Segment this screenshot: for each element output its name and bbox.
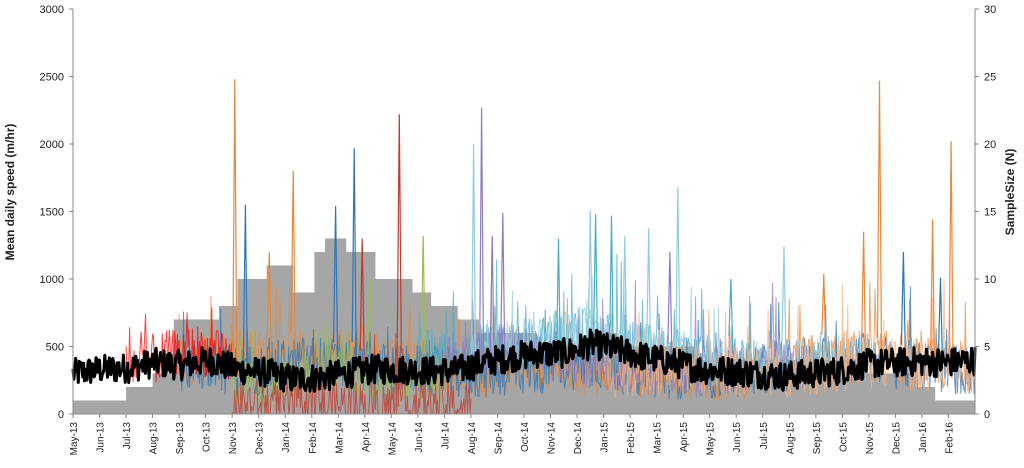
x-tick-label: Jan-16 <box>918 422 929 453</box>
y2-tick-label: 15 <box>984 207 996 219</box>
speed-spike <box>781 246 787 356</box>
x-tick-label: Jun-14 <box>414 422 425 453</box>
speed-spike <box>728 278 734 352</box>
speed-spike <box>937 277 944 365</box>
y2-tick-label: 10 <box>984 274 996 286</box>
x-tick-label: Mar-15 <box>653 422 664 454</box>
x-tick-label: Oct-15 <box>838 422 849 452</box>
y2-tick-label: 0 <box>984 409 990 421</box>
y2-axis-title: SampleSize (N) <box>1003 149 1017 236</box>
y-tick-label: 3000 <box>40 4 64 16</box>
y-tick-label: 2500 <box>40 72 64 84</box>
y2-tick-labels: 0 5 10 15 20 25 30 <box>975 4 996 421</box>
speed-spike <box>930 219 936 369</box>
x-tick-label: Feb-15 <box>626 422 637 454</box>
y2-tick-label: 5 <box>984 342 990 354</box>
y2-tick-label: 20 <box>984 139 996 151</box>
x-tick-label: Apr-14 <box>361 422 372 452</box>
x-tick-label: Apr-15 <box>679 422 690 452</box>
x-tick-label: Nov-13 <box>228 422 239 455</box>
speed-spike <box>900 251 906 359</box>
speed-spike <box>587 210 593 358</box>
y-tick-label: 1000 <box>40 274 64 286</box>
mean-speed-line <box>71 328 977 393</box>
speed-spike <box>646 227 652 363</box>
speed-spike <box>359 238 365 364</box>
speed-spike <box>290 170 296 350</box>
speed-spike <box>876 80 883 354</box>
x-tick-label: Jun-13 <box>96 422 107 453</box>
x-tick-label: Sep-13 <box>175 422 186 455</box>
speed-spike <box>232 79 238 366</box>
y2-tick-label: 30 <box>984 4 996 16</box>
x-tick-label: Jan-15 <box>600 422 611 453</box>
speed-spike <box>675 187 681 355</box>
x-tick-label: Nov-14 <box>547 422 558 455</box>
speed-spike <box>420 235 426 364</box>
y-tick-label: 500 <box>46 342 64 354</box>
x-tick-labels: May-13 Jun-13 Jul-13 Aug-13 Sep-13 Oct-13 Nov-… <box>69 414 955 455</box>
y-tick-label: 0 <box>58 409 64 421</box>
x-tick-label: Oct-13 <box>202 422 213 452</box>
y-axis-title: Mean daily speed (m/hr) <box>3 124 17 261</box>
x-tick-label: Mar-14 <box>334 422 345 454</box>
x-tick-label: Jul-14 <box>440 422 451 450</box>
speed-spike <box>471 143 477 369</box>
speed-spike <box>367 278 373 367</box>
x-tick-label: Aug-14 <box>467 422 478 455</box>
speed-spike <box>948 141 954 368</box>
speed-spike <box>861 231 867 365</box>
x-tick-label: Oct-14 <box>520 422 531 452</box>
y-tick-label: 1500 <box>40 207 64 219</box>
speed-spike <box>351 148 357 357</box>
x-tick-label: Dec-13 <box>255 422 266 455</box>
x-tick-label: Dec-14 <box>573 422 584 455</box>
x-tick-label: Sep-15 <box>812 422 823 455</box>
speed-spike <box>821 273 827 351</box>
speed-spike <box>242 204 248 371</box>
speed-spike <box>266 251 272 353</box>
speed-spike <box>667 251 673 358</box>
speed-spike <box>333 206 339 357</box>
x-tick-label: May-13 <box>69 422 80 456</box>
y-tick-label: 2000 <box>40 139 64 151</box>
x-tick-label: Nov-15 <box>865 422 876 455</box>
speed-spike <box>500 212 506 358</box>
x-tick-label: Jun-15 <box>732 422 743 453</box>
x-tick-label: May-14 <box>387 422 398 456</box>
x-tick-label: Jan-14 <box>281 422 292 453</box>
y2-tick-label: 25 <box>984 72 996 84</box>
x-tick-label: Dec-15 <box>891 422 902 455</box>
spike-layer <box>232 79 954 371</box>
speed-spike <box>489 235 495 368</box>
y-tick-labels: 0 500 1000 1500 2000 2500 3000 <box>40 4 73 421</box>
speed-spike <box>622 235 628 360</box>
speed-spike <box>396 114 402 354</box>
x-tick-label: Feb-16 <box>944 422 955 454</box>
speed-spike <box>479 107 485 370</box>
speed-spike <box>593 214 599 353</box>
x-tick-label: Feb-14 <box>308 422 319 454</box>
speed-spike <box>608 215 615 368</box>
speed-spike <box>555 238 562 369</box>
x-tick-label: May-15 <box>706 422 717 456</box>
mean-line-layer <box>71 328 977 393</box>
x-tick-label: Sep-14 <box>493 422 504 455</box>
x-tick-label: Aug-15 <box>785 422 796 455</box>
x-tick-label: Jul-15 <box>759 422 770 450</box>
x-tick-label: Aug-13 <box>149 422 160 455</box>
x-tick-label: Jul-13 <box>122 422 133 450</box>
